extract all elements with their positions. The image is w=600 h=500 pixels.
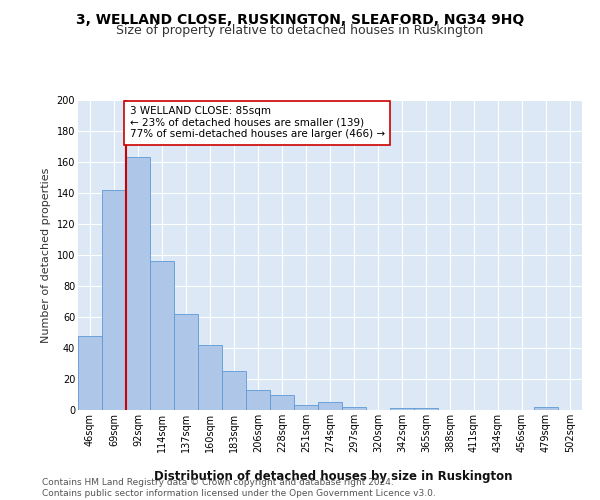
Bar xyxy=(198,345,222,410)
Bar xyxy=(150,261,174,410)
Bar xyxy=(246,390,270,410)
Bar xyxy=(390,408,414,410)
Bar xyxy=(126,158,150,410)
Bar xyxy=(534,407,558,410)
Text: Distribution of detached houses by size in Ruskington: Distribution of detached houses by size … xyxy=(154,470,512,483)
Bar xyxy=(414,408,438,410)
Text: 3, WELLAND CLOSE, RUSKINGTON, SLEAFORD, NG34 9HQ: 3, WELLAND CLOSE, RUSKINGTON, SLEAFORD, … xyxy=(76,12,524,26)
Bar xyxy=(102,190,126,410)
Bar xyxy=(270,394,294,410)
Bar xyxy=(318,402,342,410)
Text: Contains HM Land Registry data © Crown copyright and database right 2024.
Contai: Contains HM Land Registry data © Crown c… xyxy=(42,478,436,498)
Bar xyxy=(78,336,102,410)
Bar xyxy=(174,314,198,410)
Bar xyxy=(294,406,318,410)
Y-axis label: Number of detached properties: Number of detached properties xyxy=(41,168,51,342)
Text: Size of property relative to detached houses in Ruskington: Size of property relative to detached ho… xyxy=(116,24,484,37)
Bar xyxy=(222,371,246,410)
Text: 3 WELLAND CLOSE: 85sqm
← 23% of detached houses are smaller (139)
77% of semi-de: 3 WELLAND CLOSE: 85sqm ← 23% of detached… xyxy=(130,106,385,140)
Bar xyxy=(342,407,366,410)
